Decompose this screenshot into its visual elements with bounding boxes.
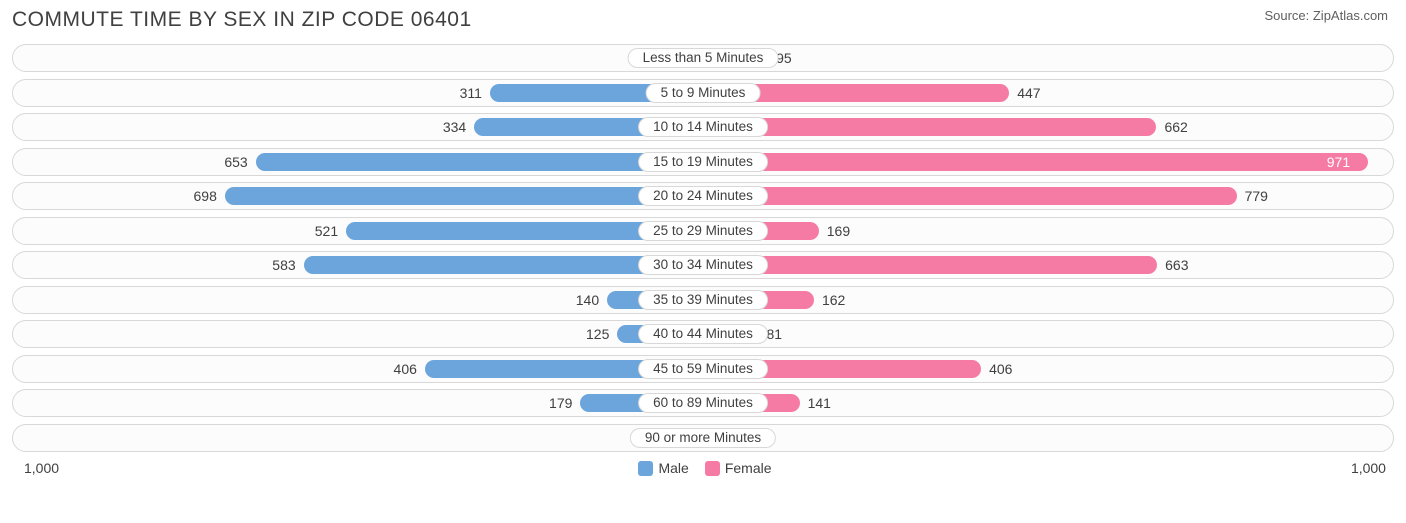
- female-value: 141: [800, 395, 839, 411]
- female-half: 81: [703, 321, 1393, 347]
- male-value: 406: [386, 361, 425, 377]
- row-track: 179 141 60 to 89 Minutes: [12, 389, 1394, 417]
- legend-female: Female: [705, 460, 772, 476]
- category-pill: 15 to 19 Minutes: [638, 152, 768, 172]
- category-pill: 60 to 89 Minutes: [638, 393, 768, 413]
- legend-male-label: Male: [658, 460, 688, 476]
- male-value: 521: [307, 223, 346, 239]
- row-track: 623290 or more Minutes: [12, 424, 1394, 452]
- male-half: 62: [13, 425, 703, 451]
- female-value: 779: [1237, 188, 1276, 204]
- row-track: 311 447 5 to 9 Minutes: [12, 79, 1394, 107]
- female-half: 169: [703, 218, 1393, 244]
- category-pill: 45 to 59 Minutes: [638, 359, 768, 379]
- female-value: 169: [819, 223, 858, 239]
- male-half: 521: [13, 218, 703, 244]
- female-value: 447: [1009, 85, 1048, 101]
- category-pill: 30 to 34 Minutes: [638, 255, 768, 275]
- female-half: 32: [703, 425, 1393, 451]
- male-value: 698: [186, 188, 225, 204]
- female-half: 971: [703, 149, 1393, 175]
- female-half: 662: [703, 114, 1393, 140]
- chart-source: Source: ZipAtlas.com: [1264, 8, 1388, 23]
- female-value: 663: [1157, 257, 1196, 273]
- male-swatch-icon: [638, 461, 653, 476]
- category-pill: 20 to 24 Minutes: [638, 186, 768, 206]
- category-pill: 35 to 39 Minutes: [638, 290, 768, 310]
- female-half: 779: [703, 183, 1393, 209]
- male-half: 179: [13, 390, 703, 416]
- male-value: 653: [216, 154, 255, 170]
- male-half: 583: [13, 252, 703, 278]
- legend-female-label: Female: [725, 460, 772, 476]
- chart-footer: 1,000 Male Female 1,000: [0, 458, 1406, 476]
- axis-left-max: 1,000: [24, 460, 59, 476]
- row-track: 521 169 25 to 29 Minutes: [12, 217, 1394, 245]
- female-value: 406: [981, 361, 1020, 377]
- female-value: 662: [1156, 119, 1195, 135]
- female-half: 663: [703, 252, 1393, 278]
- female-swatch-icon: [705, 461, 720, 476]
- chart-header: COMMUTE TIME BY SEX IN ZIP CODE 06401 So…: [0, 0, 1406, 36]
- female-value: 971: [1319, 154, 1358, 170]
- male-value: 179: [541, 395, 580, 411]
- female-half: 141: [703, 390, 1393, 416]
- male-half: 406: [13, 356, 703, 382]
- female-bar: [703, 256, 1157, 274]
- row-track: 406 406 45 to 59 Minutes: [12, 355, 1394, 383]
- commute-chart: COMMUTE TIME BY SEX IN ZIP CODE 06401 So…: [0, 0, 1406, 523]
- category-pill: 5 to 9 Minutes: [646, 83, 761, 103]
- male-half: 334: [13, 114, 703, 140]
- male-bar: [256, 153, 703, 171]
- category-pill: 25 to 29 Minutes: [638, 221, 768, 241]
- female-value: 162: [814, 292, 853, 308]
- male-half: 311: [13, 80, 703, 106]
- category-pill: 90 or more Minutes: [630, 428, 776, 448]
- chart-rows: 6595Less than 5 Minutes 311 447 5 to 9 Minu…: [0, 36, 1406, 452]
- male-half: 140: [13, 287, 703, 313]
- category-pill: 40 to 44 Minutes: [638, 324, 768, 344]
- category-pill: 10 to 14 Minutes: [638, 117, 768, 137]
- female-bar: [703, 187, 1237, 205]
- male-value: 334: [435, 119, 474, 135]
- female-half: 447: [703, 80, 1393, 106]
- female-bar: [703, 118, 1156, 136]
- category-pill: Less than 5 Minutes: [628, 48, 779, 68]
- male-value: 140: [568, 292, 607, 308]
- row-track: 698 779 20 to 24 Minutes: [12, 182, 1394, 210]
- male-value: 583: [264, 257, 303, 273]
- female-half: 162: [703, 287, 1393, 313]
- row-track: 6595Less than 5 Minutes: [12, 44, 1394, 72]
- male-half: 65: [13, 45, 703, 71]
- female-bar: 971: [703, 153, 1368, 171]
- row-track: 125 8140 to 44 Minutes: [12, 320, 1394, 348]
- row-track: 583 663 30 to 34 Minutes: [12, 251, 1394, 279]
- row-track: 334 662 10 to 14 Minutes: [12, 113, 1394, 141]
- legend: Male Female: [638, 460, 771, 476]
- male-half: 698: [13, 183, 703, 209]
- male-half: 653: [13, 149, 703, 175]
- female-half: 406: [703, 356, 1393, 382]
- row-track: 653 971 15 to 19 Minutes: [12, 148, 1394, 176]
- male-half: 125: [13, 321, 703, 347]
- axis-right-max: 1,000: [1351, 460, 1386, 476]
- male-value: 311: [452, 85, 490, 101]
- row-track: 140 162 35 to 39 Minutes: [12, 286, 1394, 314]
- male-bar: [225, 187, 703, 205]
- legend-male: Male: [638, 460, 688, 476]
- male-value: 125: [578, 326, 617, 342]
- chart-title: COMMUTE TIME BY SEX IN ZIP CODE 06401: [12, 8, 472, 32]
- female-half: 95: [703, 45, 1393, 71]
